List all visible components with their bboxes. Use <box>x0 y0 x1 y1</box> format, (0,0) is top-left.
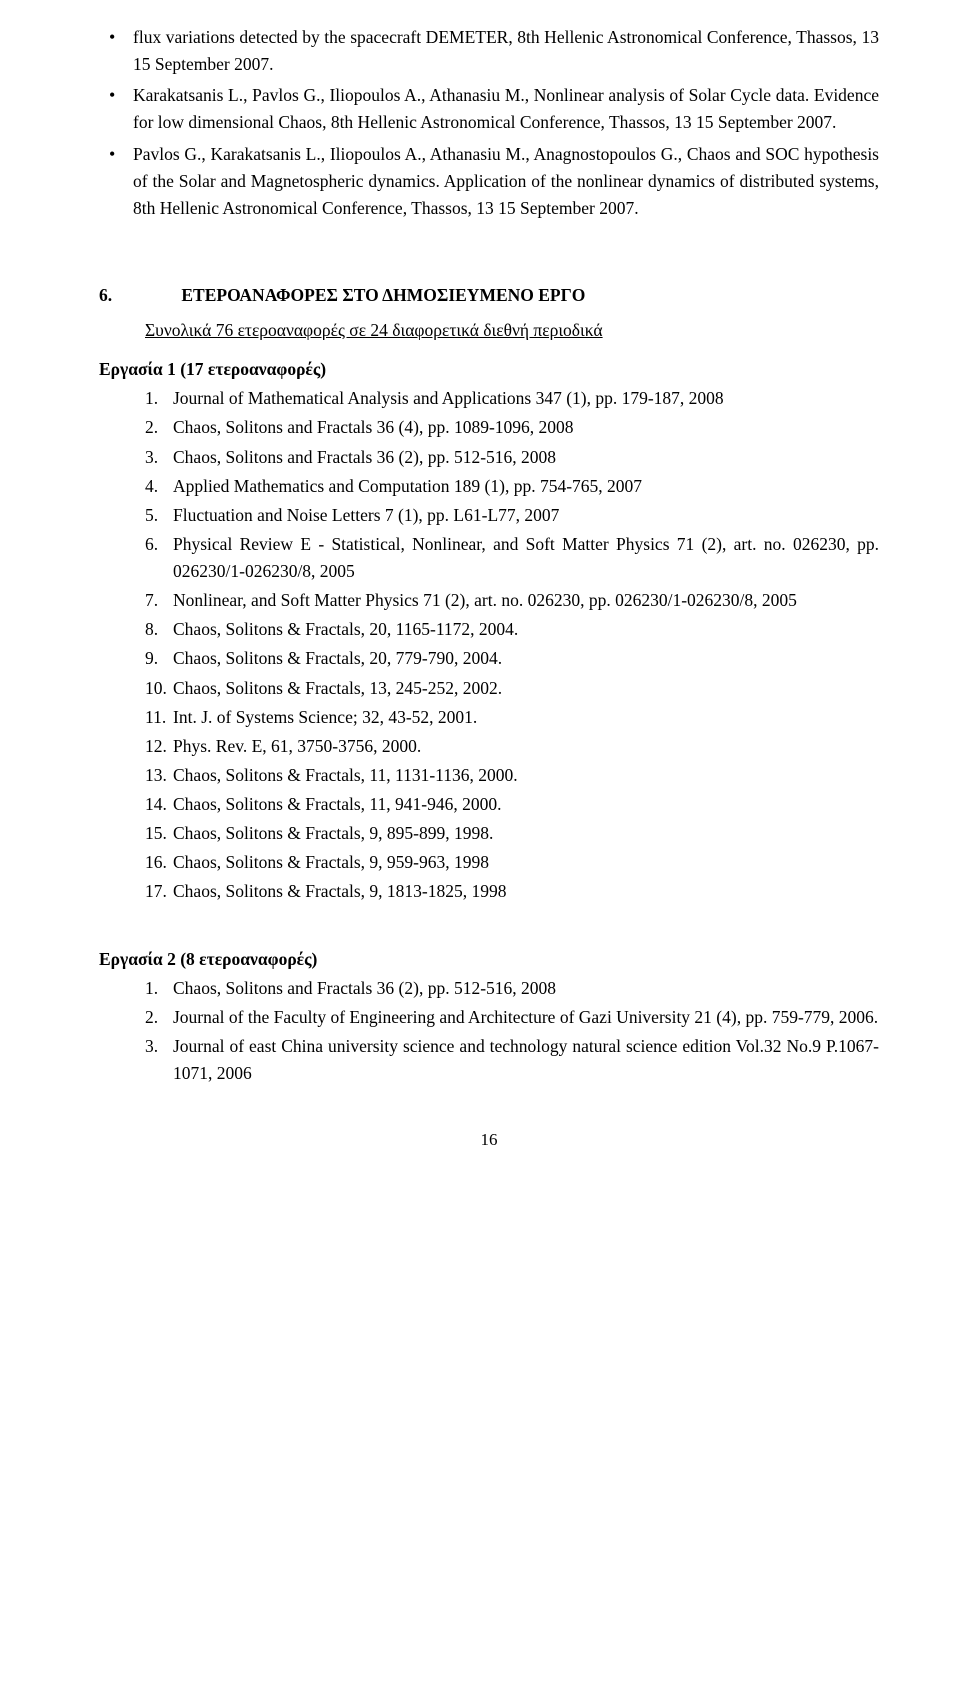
section-number: 6. <box>99 282 177 309</box>
section-6-header: 6. ΕΤΕΡΟΑΝΑΦΟΡΕΣ ΣΤΟ ΔΗΜΟΣΙΕΥΜΕΝΟ ΕΡΓΟ <box>99 282 879 309</box>
list-item: Int. J. of Systems Science; 32, 43-52, 2… <box>145 704 879 731</box>
work-2-heading: Εργασία 2 (8 ετεροαναφορές) <box>99 946 879 973</box>
work-1-heading: Εργασία 1 (17 ετεροαναφορές) <box>99 356 879 383</box>
list-item: Phys. Rev. E, 61, 3750-3756, 2000. <box>145 733 879 760</box>
list-item: Chaos, Solitons & Fractals, 11, 941-946,… <box>145 791 879 818</box>
work-2-list: Chaos, Solitons and Fractals 36 (2), pp.… <box>99 975 879 1088</box>
page-number: 16 <box>99 1127 879 1153</box>
list-item: Chaos, Solitons and Fractals 36 (4), pp.… <box>145 414 879 441</box>
list-item: Chaos, Solitons & Fractals, 9, 895-899, … <box>145 820 879 847</box>
top-bullet-list: flux variations detected by the spacecra… <box>99 24 879 222</box>
list-item: Nonlinear, and Soft Matter Physics 71 (2… <box>145 587 879 614</box>
list-item: Physical Review E - Statistical, Nonline… <box>145 531 879 585</box>
list-item: Chaos, Solitons and Fractals 36 (2), pp.… <box>145 444 879 471</box>
list-item: Chaos, Solitons & Fractals, 11, 1131-113… <box>145 762 879 789</box>
work-1-list: Journal of Mathematical Analysis and App… <box>99 385 879 905</box>
list-item: Fluctuation and Noise Letters 7 (1), pp.… <box>145 502 879 529</box>
list-item: Chaos, Solitons & Fractals, 9, 1813-1825… <box>145 878 879 905</box>
bullet-item: flux variations detected by the spacecra… <box>99 24 879 78</box>
list-item: Chaos, Solitons & Fractals, 20, 779-790,… <box>145 645 879 672</box>
section-title: ΕΤΕΡΟΑΝΑΦΟΡΕΣ ΣΤΟ ΔΗΜΟΣΙΕΥΜΕΝΟ ΕΡΓΟ <box>181 285 585 305</box>
section-subtitle: Συνολικά 76 ετεροαναφορές σε 24 διαφορετ… <box>145 317 879 344</box>
bullet-item: Karakatsanis L., Pavlos G., Iliopoulos A… <box>99 82 879 136</box>
list-item: Journal of Mathematical Analysis and App… <box>145 385 879 412</box>
bullet-item: Pavlos G., Karakatsanis L., Iliopoulos A… <box>99 141 879 222</box>
list-item: Chaos, Solitons & Fractals, 13, 245-252,… <box>145 675 879 702</box>
list-item: Chaos, Solitons & Fractals, 9, 959-963, … <box>145 849 879 876</box>
list-item: Applied Mathematics and Computation 189 … <box>145 473 879 500</box>
list-item: Chaos, Solitons & Fractals, 20, 1165-117… <box>145 616 879 643</box>
list-item: Chaos, Solitons and Fractals 36 (2), pp.… <box>145 975 879 1002</box>
list-item: Journal of the Faculty of Engineering an… <box>145 1004 879 1031</box>
list-item: Journal of east China university science… <box>145 1033 879 1087</box>
